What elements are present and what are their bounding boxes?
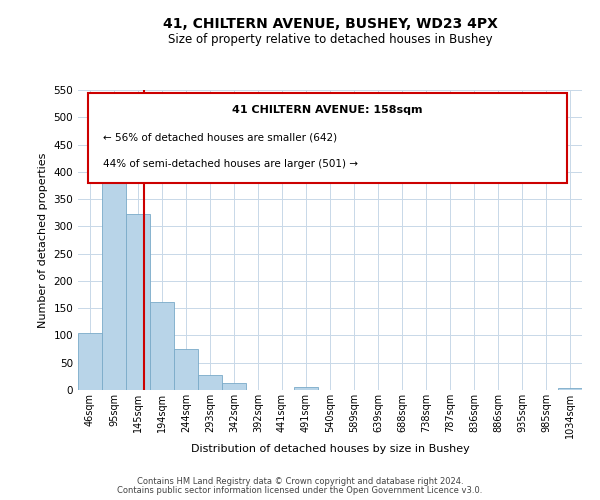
Bar <box>102 156 126 390</box>
Bar <box>78 332 102 390</box>
Text: 41 CHILTERN AVENUE: 158sqm: 41 CHILTERN AVENUE: 158sqm <box>232 105 423 115</box>
FancyBboxPatch shape <box>88 93 567 183</box>
Text: 44% of semi-detached houses are larger (501) →: 44% of semi-detached houses are larger (… <box>103 159 358 169</box>
Text: Size of property relative to detached houses in Bushey: Size of property relative to detached ho… <box>167 32 493 46</box>
Bar <box>198 376 222 390</box>
Text: Contains HM Land Registry data © Crown copyright and database right 2024.: Contains HM Land Registry data © Crown c… <box>137 477 463 486</box>
X-axis label: Distribution of detached houses by size in Bushey: Distribution of detached houses by size … <box>191 444 469 454</box>
Text: 41, CHILTERN AVENUE, BUSHEY, WD23 4PX: 41, CHILTERN AVENUE, BUSHEY, WD23 4PX <box>163 18 497 32</box>
Text: Contains public sector information licensed under the Open Government Licence v3: Contains public sector information licen… <box>118 486 482 495</box>
Bar <box>222 383 246 390</box>
Bar <box>150 302 174 390</box>
Bar <box>558 388 582 390</box>
Y-axis label: Number of detached properties: Number of detached properties <box>38 152 48 328</box>
Bar <box>294 388 318 390</box>
Bar <box>126 214 150 390</box>
Bar <box>174 349 198 390</box>
Text: ← 56% of detached houses are smaller (642): ← 56% of detached houses are smaller (64… <box>103 132 337 142</box>
